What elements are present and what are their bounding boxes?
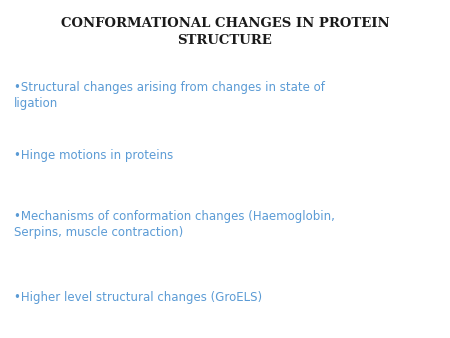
Text: •Higher level structural changes (GroELS): •Higher level structural changes (GroELS… bbox=[14, 291, 261, 304]
Text: •Mechanisms of conformation changes (Haemoglobin,
Serpins, muscle contraction): •Mechanisms of conformation changes (Hae… bbox=[14, 210, 334, 239]
Text: •Hinge motions in proteins: •Hinge motions in proteins bbox=[14, 149, 173, 162]
Text: •Structural changes arising from changes in state of
ligation: •Structural changes arising from changes… bbox=[14, 81, 324, 110]
Text: CONFORMATIONAL CHANGES IN PROTEIN
STRUCTURE: CONFORMATIONAL CHANGES IN PROTEIN STRUCT… bbox=[61, 17, 389, 47]
